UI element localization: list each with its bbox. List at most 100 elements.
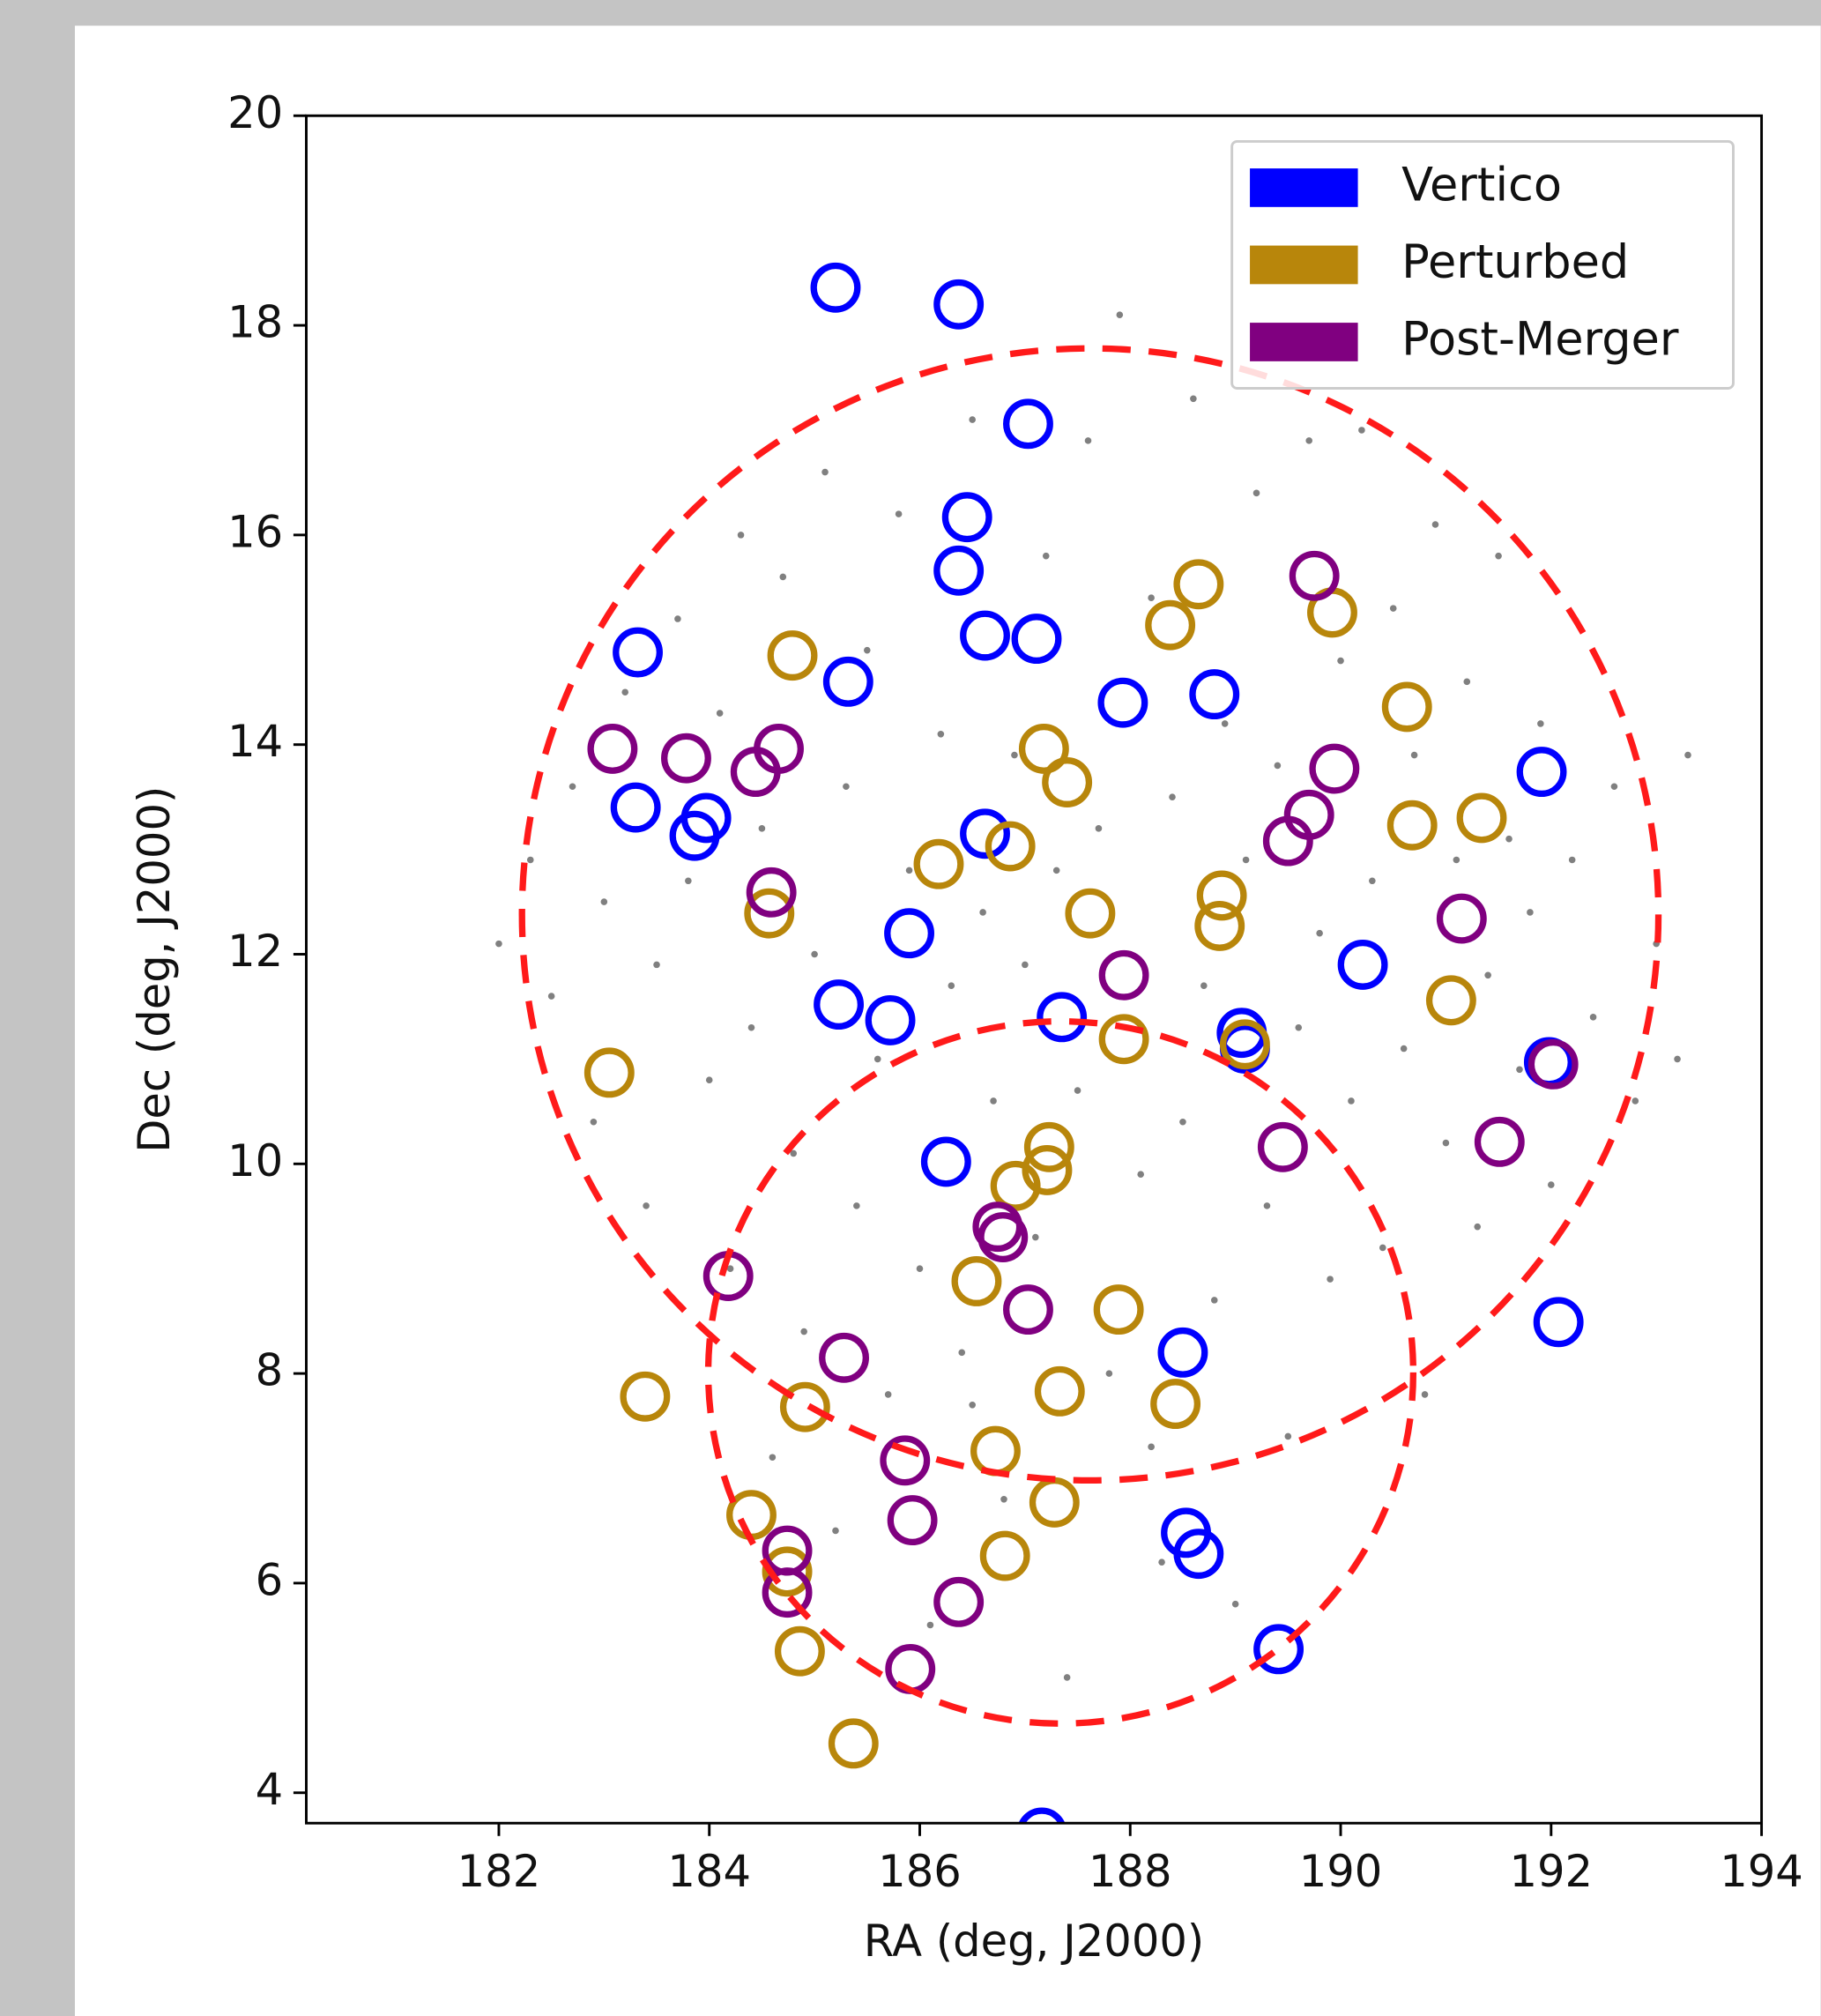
galaxy-ring	[887, 1495, 938, 1546]
background-point	[1431, 521, 1439, 528]
region-circle	[704, 1017, 1417, 1727]
background-point	[948, 982, 955, 989]
background-point	[1674, 1055, 1681, 1063]
galaxy-ring	[941, 492, 992, 543]
galaxy-ring	[810, 262, 861, 313]
galaxy-ring	[1157, 1327, 1208, 1378]
galaxy-ring	[1023, 1121, 1074, 1172]
galaxy-ring	[1219, 1019, 1270, 1070]
galaxy-ring	[1042, 757, 1093, 807]
background-point	[495, 940, 502, 948]
background-point	[1263, 1202, 1271, 1209]
background-point	[821, 468, 829, 476]
background-point	[769, 1454, 777, 1462]
background-point	[1410, 751, 1418, 759]
background-point	[1505, 835, 1513, 843]
galaxy-ring	[762, 1546, 813, 1597]
x-tick-label: 194	[1720, 1846, 1803, 1897]
galaxy-ring	[610, 782, 661, 833]
galaxy-ring	[774, 1625, 825, 1677]
background-point	[1463, 678, 1471, 686]
background-point	[643, 1202, 650, 1209]
background-point	[916, 1265, 924, 1273]
galaxy-ring	[1194, 900, 1245, 951]
galaxy-ring	[730, 747, 781, 798]
background-point	[1684, 751, 1691, 759]
galaxy-ring	[1093, 1284, 1144, 1335]
background-point	[843, 783, 850, 791]
galaxy-ring	[767, 630, 818, 681]
x-tick-label: 186	[878, 1846, 962, 1897]
background-point	[864, 646, 871, 654]
background-point	[747, 1023, 755, 1031]
galaxy-ring	[661, 733, 711, 784]
background-point	[884, 1391, 892, 1398]
background-point	[1568, 856, 1576, 864]
background-point	[1148, 1443, 1155, 1451]
background-point	[1210, 1297, 1218, 1304]
background-point	[1453, 856, 1461, 864]
galaxy-ring	[746, 867, 797, 918]
galaxy-ring	[819, 1332, 869, 1383]
background-point	[590, 1118, 598, 1126]
y-tick-label: 18	[227, 297, 283, 348]
background-point	[685, 877, 692, 885]
background-point	[905, 867, 913, 874]
galaxy-ring	[1011, 614, 1062, 665]
galaxy-ring	[1474, 1116, 1525, 1167]
background-point	[1348, 1097, 1355, 1105]
galaxy-ring	[884, 908, 934, 959]
y-tick-label: 20	[227, 87, 283, 138]
galaxy-ring	[1456, 792, 1507, 844]
y-tick-label: 14	[227, 716, 283, 767]
galaxy-ring	[1022, 1145, 1073, 1195]
galaxy-ring	[1253, 1624, 1304, 1675]
galaxy-ring	[620, 1371, 671, 1422]
plot-area	[495, 262, 1691, 1824]
background-point	[1527, 909, 1534, 916]
galaxy-ring	[822, 656, 873, 707]
background-point	[1327, 1276, 1334, 1283]
galaxy-ring	[669, 810, 720, 861]
region-circle	[518, 345, 1662, 1484]
background-point	[1022, 961, 1029, 969]
background-point	[1537, 720, 1544, 727]
background-point	[895, 510, 903, 517]
galaxy-ring	[1003, 398, 1053, 450]
galaxy-ring	[1173, 559, 1224, 610]
background-point	[1242, 856, 1250, 864]
legend-swatch	[1250, 323, 1358, 361]
background-point	[1631, 1097, 1639, 1105]
galaxy-ring	[583, 1047, 635, 1098]
background-point	[674, 615, 681, 622]
galaxy-ring	[1516, 747, 1567, 798]
background-point	[1400, 1045, 1408, 1053]
background-point	[737, 532, 745, 539]
galaxy-ring	[880, 1435, 931, 1486]
galaxy-ring	[1425, 975, 1476, 1026]
galaxy-ring	[933, 1576, 985, 1627]
y-axis-label: Dec (deg, J2000)	[129, 786, 180, 1153]
galaxy-ring	[960, 610, 1010, 661]
galaxy-ring	[960, 808, 1010, 859]
legend: Vertico Perturbed Post-Merger	[1230, 139, 1735, 390]
galaxy-ring	[1386, 800, 1438, 851]
background-point	[1095, 825, 1103, 832]
y-tick-label: 8	[256, 1345, 284, 1396]
legend-label: Vertico	[1401, 159, 1562, 212]
background-point	[1589, 1014, 1597, 1021]
galaxy-ring	[613, 627, 663, 678]
background-point	[600, 898, 608, 905]
background-point	[969, 1401, 976, 1409]
galaxy-ring	[979, 1530, 1030, 1581]
galaxy-ring	[1018, 724, 1069, 774]
background-point	[1063, 1674, 1071, 1681]
galaxy-ring	[985, 821, 1036, 872]
galaxy-ring	[951, 1256, 1002, 1306]
background-point	[1042, 552, 1050, 560]
x-tick-label: 192	[1509, 1846, 1593, 1897]
galaxy-ring	[977, 1212, 1029, 1262]
background-point	[1200, 982, 1208, 989]
galaxy-ring	[1098, 949, 1149, 1001]
